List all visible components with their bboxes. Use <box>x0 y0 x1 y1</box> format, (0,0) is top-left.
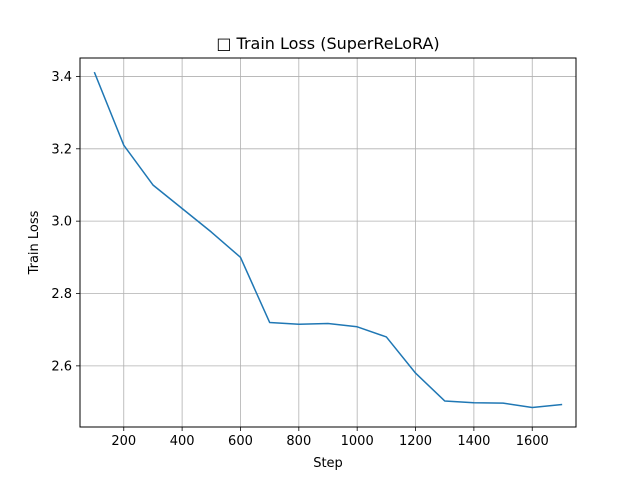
x-tick-label: 1000 <box>341 434 374 449</box>
x-tick-label: 800 <box>286 434 311 449</box>
x-tick-label: 1400 <box>457 434 490 449</box>
x-tick-label: 200 <box>111 434 136 449</box>
y-tick-label: 3.4 <box>51 70 72 85</box>
y-tick-label: 3.0 <box>51 215 72 230</box>
ticks: 200 400 600 800 1000 1200 1400 1600 2.6 2.8 3.0 3.2… <box>51 70 548 449</box>
x-tick-label: 1600 <box>516 434 549 449</box>
x-axis-label: Step <box>313 456 343 471</box>
grid <box>80 58 576 427</box>
y-tick-label: 2.6 <box>51 359 72 374</box>
plot-frame <box>79 57 577 428</box>
chart-title: □ Train Loss (SuperReLoRA) <box>216 34 439 53</box>
y-tick-label: 2.8 <box>51 287 72 302</box>
x-tick-label: 600 <box>228 434 253 449</box>
x-tick-label: 1200 <box>399 434 432 449</box>
x-tick-label: 400 <box>170 434 195 449</box>
series-layer <box>93 71 563 409</box>
y-tick-label: 3.2 <box>51 142 72 157</box>
y-axis-label: Train Loss <box>27 210 42 275</box>
